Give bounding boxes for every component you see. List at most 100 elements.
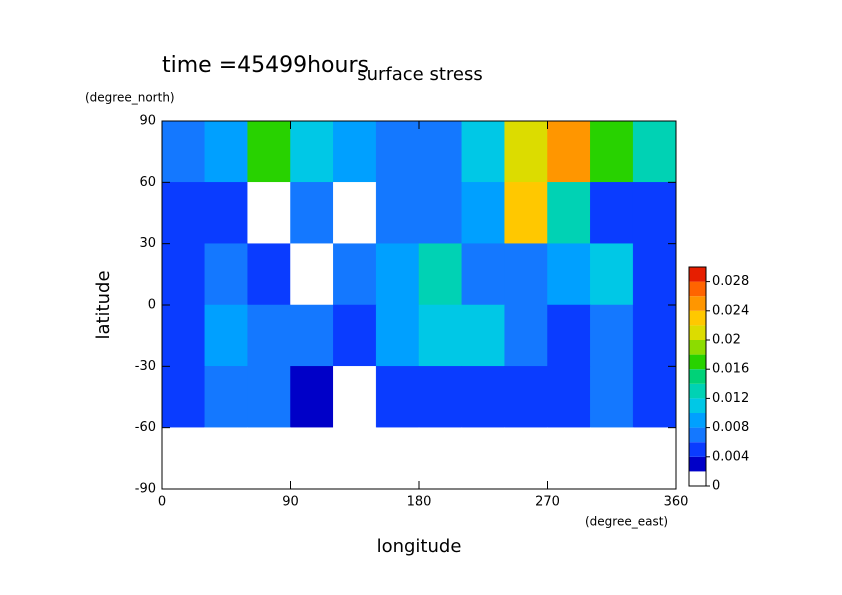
contour-cell xyxy=(161,120,206,183)
x-tick-label: 360 xyxy=(664,495,689,510)
contour-cell xyxy=(632,304,677,367)
contour-cell xyxy=(590,304,634,367)
time-annotation: time =45499hours xyxy=(162,53,369,78)
contour-cell xyxy=(547,427,591,490)
contour-cell xyxy=(461,427,505,490)
contour-cell xyxy=(247,427,291,490)
contour-cell xyxy=(504,366,548,428)
colorbar-tick-label: 0 xyxy=(712,479,720,494)
x-tick-label: 180 xyxy=(407,495,432,510)
contour-cell xyxy=(375,427,420,490)
colorbar-tick-label: 0.028 xyxy=(712,274,749,289)
x-tick-label: 0 xyxy=(158,495,166,510)
chart-title: surface stress xyxy=(357,64,483,85)
contour-cell xyxy=(290,243,334,306)
colorbar-tick-label: 0.012 xyxy=(712,391,749,406)
y-tick-label: -90 xyxy=(135,482,156,497)
contour-cell xyxy=(247,304,291,367)
colorbar-tick-label: 0.008 xyxy=(712,420,749,435)
colorbar-band xyxy=(689,340,706,355)
y-tick-label: -30 xyxy=(135,359,156,374)
colorbar-band xyxy=(689,281,706,297)
contour-cell xyxy=(504,243,548,306)
contour-cell xyxy=(547,243,591,306)
colorbar-band xyxy=(689,398,706,413)
y-unit: (degree_north) xyxy=(85,91,175,105)
contour-cell xyxy=(590,366,634,428)
contour-cell xyxy=(461,243,505,306)
colorbar-band xyxy=(689,267,706,282)
colorbar-band xyxy=(689,296,706,311)
contour-cell xyxy=(461,304,505,367)
contour-cell xyxy=(632,243,677,306)
contour-cell xyxy=(161,366,206,428)
contour-cell xyxy=(333,427,377,490)
colorbar-band xyxy=(689,413,706,428)
contour-cell xyxy=(590,120,634,183)
contour-cell xyxy=(161,243,206,306)
contour-cell xyxy=(590,182,634,244)
contour-cell xyxy=(375,243,420,306)
contour-cell xyxy=(204,243,248,306)
contour-cell xyxy=(461,120,505,183)
contour-cell xyxy=(632,120,677,183)
contour-cell xyxy=(375,120,420,183)
y-tick-label: 30 xyxy=(139,236,156,251)
colorbar-band xyxy=(689,310,706,326)
contour-cell xyxy=(204,304,248,367)
y-axis-label: latitude xyxy=(93,270,114,339)
colorbar-band xyxy=(689,427,706,443)
contour-cell xyxy=(247,120,291,183)
contour-cell xyxy=(504,120,548,183)
contour-cell xyxy=(418,366,463,428)
contour-cell xyxy=(375,304,420,367)
contour-cell xyxy=(247,243,291,306)
contour-cell xyxy=(418,243,463,306)
contour-cell xyxy=(333,120,377,183)
contour-cell xyxy=(418,427,463,490)
contour-cell xyxy=(204,120,248,183)
contour-cell xyxy=(504,182,548,244)
contour-cell xyxy=(590,243,634,306)
contour-cell xyxy=(290,366,334,428)
contour-cell xyxy=(290,304,334,367)
contour-cell xyxy=(333,366,377,428)
contour-cell xyxy=(375,182,420,244)
contour-cell xyxy=(204,366,248,428)
colorbar-band xyxy=(689,354,706,370)
contour-cell xyxy=(547,366,591,428)
colorbar-tick-label: 0.024 xyxy=(712,303,749,318)
y-tick-label: 60 xyxy=(139,175,156,190)
colorbar-band xyxy=(689,369,706,384)
colorbar-band xyxy=(689,442,706,457)
colorbar-band xyxy=(689,325,706,340)
contour-cell xyxy=(204,182,248,244)
contour-cell xyxy=(418,304,463,367)
contour-cell xyxy=(161,427,206,490)
contour-cell xyxy=(333,243,377,306)
x-tick-label: 270 xyxy=(535,495,560,510)
contour-cell xyxy=(547,304,591,367)
contour-cell xyxy=(247,366,291,428)
colorbar-tick-label: 0.016 xyxy=(712,362,749,377)
contour-cell xyxy=(290,182,334,244)
contour-cell xyxy=(333,182,377,244)
contour-cell xyxy=(161,304,206,367)
colorbar-tick-label: 0.004 xyxy=(712,449,749,464)
contour-cell xyxy=(461,182,505,244)
contour-cell xyxy=(461,366,505,428)
contour-cell xyxy=(547,120,591,183)
contour-cell xyxy=(547,182,591,244)
contour-cell xyxy=(632,427,677,490)
x-axis-label: longitude xyxy=(377,536,462,557)
colorbar-band xyxy=(689,456,706,472)
colorbar-tick-label: 0.02 xyxy=(712,333,741,348)
contour-cell xyxy=(247,182,291,244)
y-tick-label: -60 xyxy=(135,420,156,435)
contour-cell xyxy=(375,366,420,428)
contour-cell xyxy=(418,120,463,183)
colorbar-band xyxy=(689,383,706,399)
colorbar-frame xyxy=(688,266,707,487)
contour-cell xyxy=(504,304,548,367)
